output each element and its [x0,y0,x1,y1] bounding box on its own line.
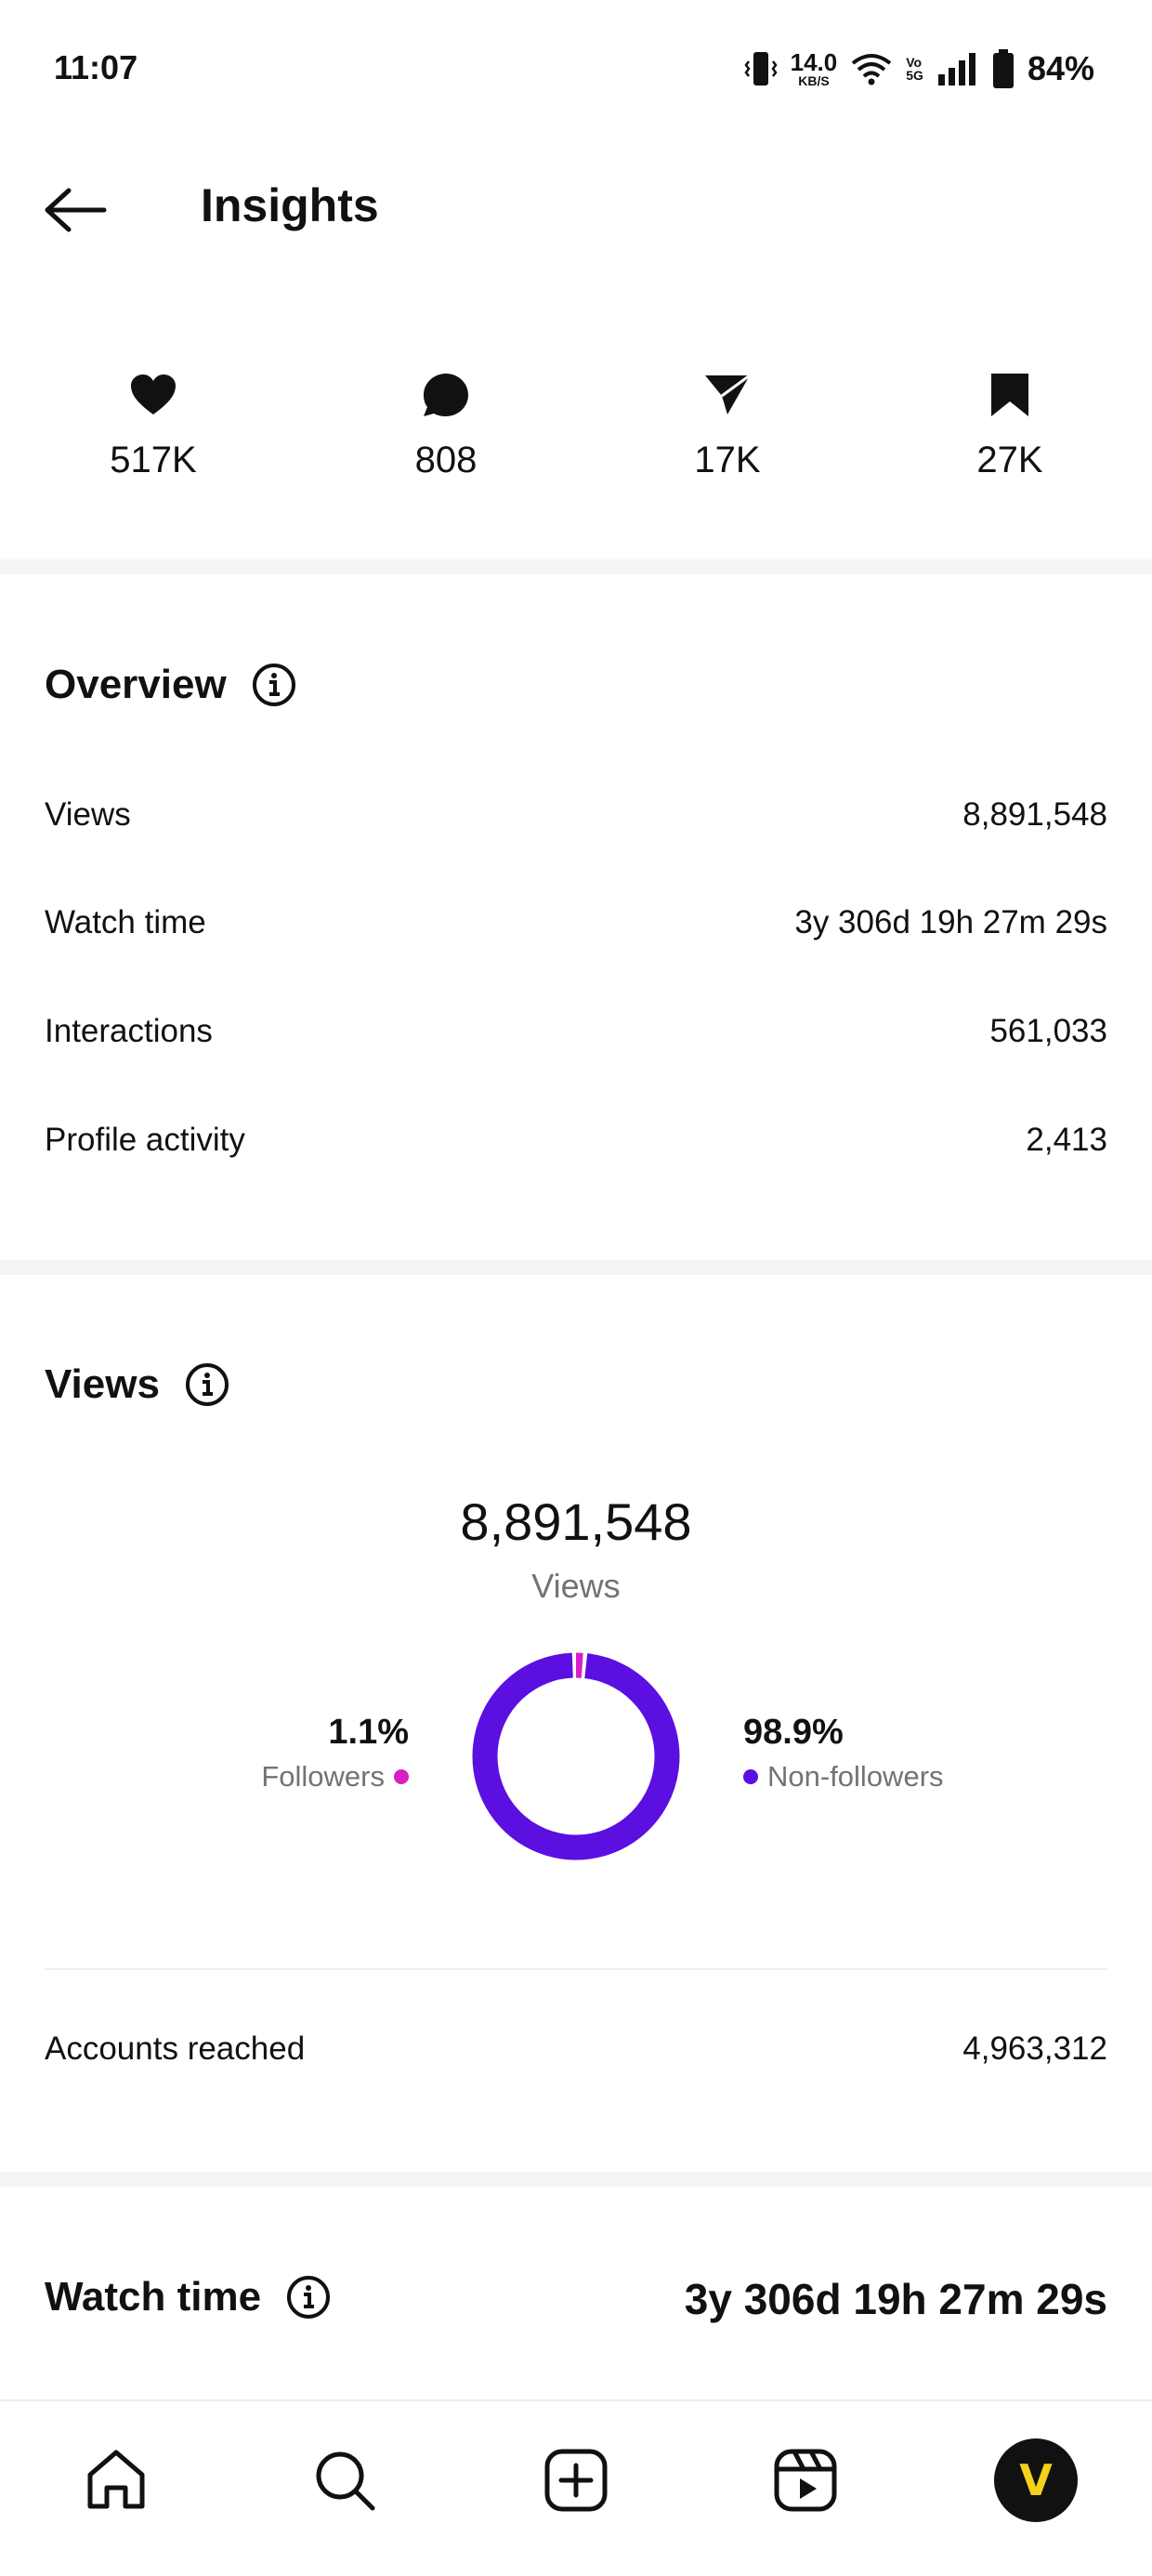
nav-search[interactable] [303,2438,386,2522]
nonfollowers-dot [743,1769,758,1784]
overview-title: Overview [45,662,227,707]
search-icon [316,2451,375,2511]
followers-legend: 1.1% Followers [261,1713,409,1794]
info-icon[interactable] [184,1361,230,1408]
nonfollowers-legend: 98.9% Non-followers [743,1713,944,1794]
overview-row-watch-time[interactable]: Watch time 3y 306d 19h 27m 29s [45,904,1107,941]
overview-row-views[interactable]: Views 8,891,548 [45,796,1107,834]
accounts-reached-row[interactable]: Accounts reached 4,963,312 [45,2031,1107,2068]
followers-percent: 1.1% [328,1713,409,1752]
engagement-stats: 517K 808 17K 27K [0,367,1152,497]
saves-stat: 27K [917,367,1103,481]
arrow-left-icon [45,188,107,232]
section-divider [0,1260,1152,1275]
overview-row-profile-activity[interactable]: Profile activity 2,413 [45,1122,1107,1159]
status-time: 11:07 [54,48,138,86]
comments-stat: 808 [353,367,539,481]
watch-time-header: Watch time [45,2274,332,2320]
heart-icon [130,367,177,423]
info-icon[interactable] [251,662,297,708]
row-label: Watch time [45,904,206,940]
shares-count: 17K [694,440,761,480]
overview-header: Overview [45,662,297,708]
reels-icon [774,2449,837,2512]
row-value: 3y 306d 19h 27m 29s [794,904,1107,940]
header: Insights [0,158,1152,260]
comment-icon [422,367,470,423]
nonfollowers-legend-label: Non-followers [743,1760,944,1794]
row-value: 561,033 [989,1013,1107,1049]
row-label: Accounts reached [45,2031,306,2067]
followers-legend-label: Followers [261,1760,409,1794]
battery-percent: 84% [1027,49,1094,87]
views-caption: Views [531,1567,621,1605]
send-icon [703,367,752,423]
wifi-icon [850,50,893,87]
nav-reels[interactable] [764,2438,847,2522]
watch-time-value: 3y 306d 19h 27m 29s [684,2275,1107,2323]
row-value: 2,413 [1026,1122,1107,1158]
comments-count: 808 [414,440,478,480]
vibrate-icon [744,50,778,87]
row-label: Profile activity [45,1122,245,1158]
views-donut-chart [472,1652,680,1860]
nav-create[interactable] [534,2438,618,2522]
bottom-navigation: V [0,2399,1152,2576]
network-speed: 14.0 KB/S [791,50,838,87]
row-value: 8,891,548 [962,796,1107,833]
info-icon[interactable] [285,2274,332,2320]
followers-dot [394,1769,409,1784]
status-bar: 11:07 14.0 KB/S Vo 5G [0,0,1152,139]
avatar: V [994,2438,1078,2522]
bookmark-icon [989,367,1030,423]
row-label: Interactions [45,1013,213,1049]
network-speed-value: 14.0 [790,48,838,76]
volte-top: Vo [906,55,923,70]
status-icons: 14.0 KB/S Vo 5G [744,46,1094,91]
overview-row-interactions[interactable]: Interactions 561,033 [45,1013,1107,1050]
shares-stat: 17K [635,367,820,481]
watch-time-title: Watch time [45,2274,262,2320]
divider [45,1968,1107,1970]
followers-label: Followers [261,1760,385,1793]
row-value: 4,963,312 [962,2031,1107,2067]
signal-icon [936,52,979,85]
likes-count: 517K [110,440,197,480]
nav-home[interactable] [74,2438,158,2522]
nonfollowers-label: Non-followers [767,1760,944,1793]
nav-profile[interactable]: V [994,2438,1078,2522]
back-button[interactable] [43,182,108,238]
section-divider [0,2172,1152,2187]
volte-indicator: Vo 5G [906,56,923,82]
section-divider [0,559,1152,574]
add-post-icon [544,2449,608,2512]
likes-stat: 517K [60,367,246,481]
views-header: Views [45,1361,230,1408]
donut-segment-nonfollowers [472,1652,680,1860]
views-title: Views [45,1361,160,1407]
donut-segment-followers [472,1652,680,1860]
network-speed-unit: KB/S [798,73,830,88]
saves-count: 27K [976,440,1043,480]
battery-icon [992,49,1015,88]
nonfollowers-percent: 98.9% [743,1713,844,1752]
views-total: 8,891,548 [460,1492,692,1551]
page-title: Insights [201,179,379,231]
row-label: Views [45,796,131,833]
volte-bottom: 5G [906,68,923,83]
home-icon [87,2450,145,2509]
